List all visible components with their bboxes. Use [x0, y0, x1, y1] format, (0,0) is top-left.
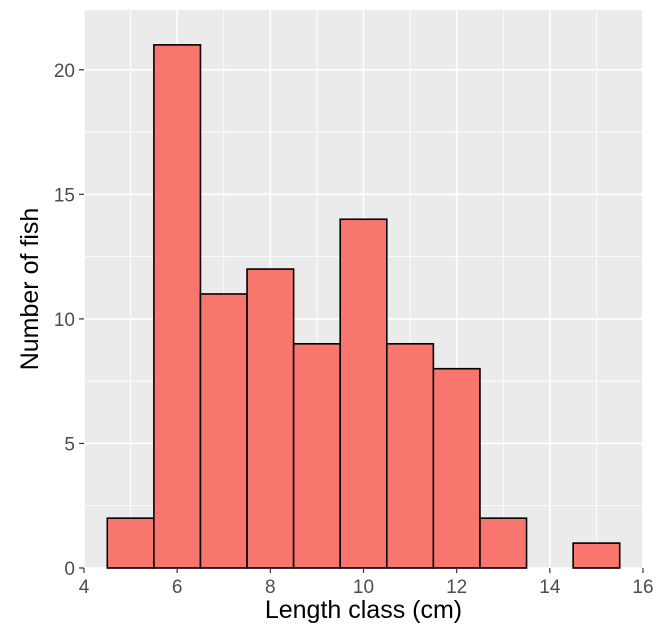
x-tick-label: 8: [265, 577, 276, 598]
y-tick-label: 20: [54, 61, 75, 82]
x-axis-title: Length class (cm): [265, 596, 462, 624]
histogram-bar: [154, 45, 201, 568]
histogram-bar: [433, 369, 480, 568]
y-tick-label: 10: [54, 310, 75, 331]
histogram-bar: [247, 269, 294, 568]
x-tick-label: 6: [172, 577, 183, 598]
y-axis: 0 5 10 15 20: [54, 61, 84, 580]
x-tick-label: 16: [632, 577, 653, 598]
histogram-bar: [573, 543, 620, 568]
x-axis: 4 6 8 10 12 14 16: [79, 568, 654, 598]
histogram-bar: [387, 344, 434, 568]
y-tick-label: 0: [64, 559, 75, 580]
y-tick-label: 15: [54, 185, 75, 206]
histogram-bar: [294, 344, 341, 568]
y-axis-title: Number of fish: [16, 208, 44, 371]
y-tick-label: 5: [64, 434, 75, 455]
histogram-bar: [480, 518, 527, 568]
histogram-bar: [200, 294, 247, 568]
histogram-bar: [340, 219, 387, 568]
x-tick-label: 12: [446, 577, 467, 598]
x-tick-label: 14: [539, 577, 561, 598]
x-tick-label: 4: [79, 577, 90, 598]
histogram-bar: [107, 518, 154, 568]
x-tick-label: 10: [353, 577, 374, 598]
